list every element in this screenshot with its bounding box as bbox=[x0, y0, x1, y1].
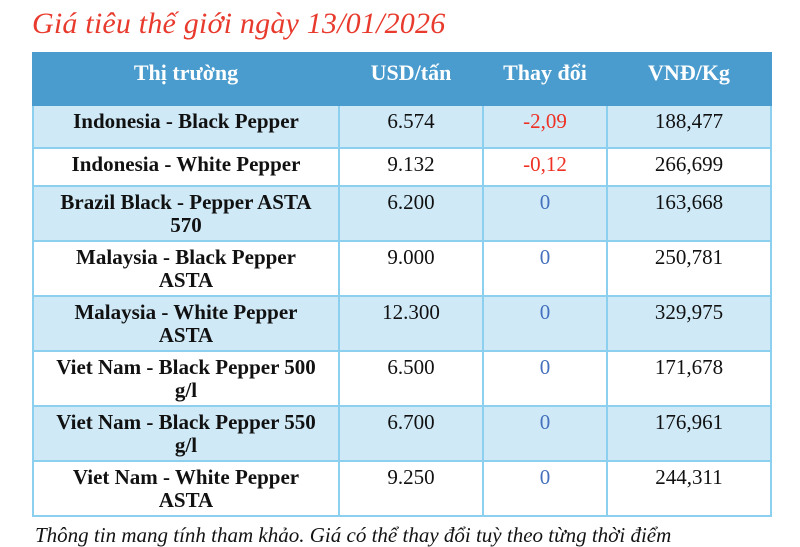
change-cell: -0,12 bbox=[482, 147, 608, 187]
table-row: Indonesia - White Pepper 9.132 -0,12 266… bbox=[32, 147, 772, 187]
table-row: Malaysia - White Pepper ASTA 12.300 0 32… bbox=[32, 295, 772, 352]
usd-cell: 6.500 bbox=[338, 350, 484, 407]
table-header-row: Thị trường USD/tấn Thay đổi VNĐ/Kg bbox=[32, 52, 772, 106]
market-cell: Brazil Black - Pepper ASTA 570 bbox=[32, 185, 340, 242]
market-cell: Indonesia - Black Pepper bbox=[32, 104, 340, 149]
vnd-cell: 329,975 bbox=[606, 295, 772, 352]
table-row: Viet Nam - Black Pepper 500 g/l 6.500 0 … bbox=[32, 350, 772, 407]
vnd-cell: 266,699 bbox=[606, 147, 772, 187]
usd-cell: 12.300 bbox=[338, 295, 484, 352]
table-row: Viet Nam - Black Pepper 550 g/l 6.700 0 … bbox=[32, 405, 772, 462]
change-cell: 0 bbox=[482, 350, 608, 407]
vnd-cell: 176,961 bbox=[606, 405, 772, 462]
change-cell: 0 bbox=[482, 405, 608, 462]
table-row: Malaysia - Black Pepper ASTA 9.000 0 250… bbox=[32, 240, 772, 297]
usd-cell: 9.000 bbox=[338, 240, 484, 297]
market-cell: Malaysia - White Pepper ASTA bbox=[32, 295, 340, 352]
vnd-cell: 188,477 bbox=[606, 104, 772, 149]
market-cell: Viet Nam - Black Pepper 500 g/l bbox=[32, 350, 340, 407]
vnd-cell: 250,781 bbox=[606, 240, 772, 297]
table-row: Viet Nam - White Pepper ASTA 9.250 0 244… bbox=[32, 460, 772, 517]
column-header-vnd: VNĐ/Kg bbox=[606, 52, 772, 106]
change-cell: 0 bbox=[482, 240, 608, 297]
pepper-price-table: Thị trường USD/tấn Thay đổi VNĐ/Kg Indon… bbox=[32, 52, 772, 517]
vnd-cell: 171,678 bbox=[606, 350, 772, 407]
column-header-change: Thay đổi bbox=[482, 52, 608, 106]
column-header-usd: USD/tấn bbox=[338, 52, 484, 106]
market-cell: Viet Nam - Black Pepper 550 g/l bbox=[32, 405, 340, 462]
disclaimer-note: Thông tin mang tính tham khảo. Giá có th… bbox=[35, 523, 672, 547]
page-title: Giá tiêu thế giới ngày 13/01/2026 bbox=[32, 7, 446, 40]
vnd-cell: 244,311 bbox=[606, 460, 772, 517]
change-cell: 0 bbox=[482, 295, 608, 352]
change-cell: 0 bbox=[482, 185, 608, 242]
table-row: Brazil Black - Pepper ASTA 570 6.200 0 1… bbox=[32, 185, 772, 242]
vnd-cell: 163,668 bbox=[606, 185, 772, 242]
usd-cell: 6.700 bbox=[338, 405, 484, 462]
column-header-market: Thị trường bbox=[32, 52, 340, 106]
usd-cell: 9.132 bbox=[338, 147, 484, 187]
usd-cell: 6.574 bbox=[338, 104, 484, 149]
usd-cell: 6.200 bbox=[338, 185, 484, 242]
change-cell: -2,09 bbox=[482, 104, 608, 149]
table-row: Indonesia - Black Pepper 6.574 -2,09 188… bbox=[32, 104, 772, 149]
change-cell: 0 bbox=[482, 460, 608, 517]
market-cell: Viet Nam - White Pepper ASTA bbox=[32, 460, 340, 517]
usd-cell: 9.250 bbox=[338, 460, 484, 517]
market-cell: Malaysia - Black Pepper ASTA bbox=[32, 240, 340, 297]
market-cell: Indonesia - White Pepper bbox=[32, 147, 340, 187]
